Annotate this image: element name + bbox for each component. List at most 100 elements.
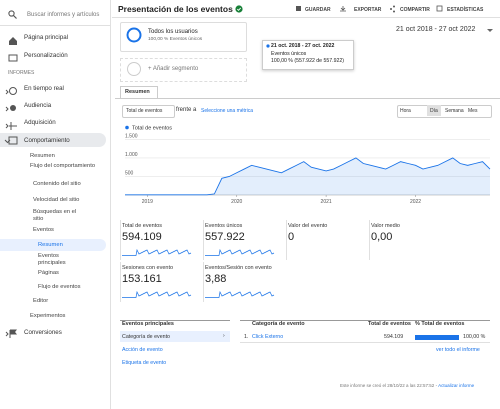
nav-item[interactable]: Personalización bbox=[24, 52, 68, 59]
nav-subitem[interactable]: Flujo del comportamiento bbox=[30, 163, 96, 169]
sparkline bbox=[205, 248, 275, 256]
nav-item[interactable]: Comportamiento bbox=[24, 137, 70, 144]
nav-subitem[interactable]: Contenido del sitio bbox=[33, 181, 81, 187]
selected-dimension-bg bbox=[120, 331, 230, 342]
granularity-active bbox=[427, 105, 441, 116]
active-section-bg bbox=[0, 133, 106, 147]
add-segment-circle bbox=[127, 62, 141, 76]
segment-detail: 100,00 % Eventos únicos bbox=[148, 37, 203, 42]
column-header: Categoría de evento bbox=[252, 321, 305, 327]
insights-button[interactable]: ESTADÍSTICAS bbox=[447, 7, 484, 13]
column-header: % Total de eventos bbox=[415, 321, 465, 327]
segment-card[interactable] bbox=[120, 22, 247, 52]
verified-icon bbox=[235, 5, 243, 13]
dropdown-arrow bbox=[487, 29, 493, 32]
scorecard-label: Eventos/Sesión con evento bbox=[205, 265, 272, 271]
dimension-option[interactable]: Etiqueta de evento bbox=[122, 360, 167, 366]
scorecard bbox=[203, 262, 282, 302]
tab-label[interactable]: Resumen bbox=[125, 89, 150, 95]
tooltip-value: 100,00 % (557.922 de 557.922) bbox=[271, 58, 344, 64]
scorecard-label: Valor del evento bbox=[288, 223, 328, 229]
tooltip-dot bbox=[266, 44, 270, 48]
nav-item[interactable]: Conversiones bbox=[24, 329, 62, 336]
nav-item[interactable]: Audiencia bbox=[24, 102, 52, 109]
scorecard bbox=[120, 220, 199, 260]
legend-marker bbox=[125, 125, 129, 130]
export-button[interactable]: EXPORTAR bbox=[354, 7, 382, 13]
date-range[interactable]: 21 oct 2018 - 27 oct 2022 bbox=[396, 26, 476, 33]
add-segment[interactable]: + Añadir segmento bbox=[148, 66, 199, 72]
dimension-option[interactable]: Acción de evento bbox=[122, 347, 163, 353]
metric-select[interactable] bbox=[122, 105, 175, 118]
scorecard bbox=[120, 262, 199, 302]
metric-select-label[interactable]: Total de eventos bbox=[126, 108, 163, 114]
sparkline bbox=[205, 290, 275, 298]
nav-subitem[interactable]: Eventos bbox=[33, 227, 54, 233]
nav-section: INFORMES bbox=[8, 70, 35, 76]
nav-icons bbox=[4, 37, 18, 338]
segment-circle bbox=[126, 27, 142, 43]
tab[interactable] bbox=[120, 86, 158, 99]
nav-subitem[interactable]: Eventos principales bbox=[38, 253, 66, 266]
scorecard-value: 557.922 bbox=[205, 231, 245, 243]
tooltip-metric: Eventos únicos bbox=[271, 51, 307, 57]
x-tick-label: 2022 bbox=[410, 199, 421, 205]
row-label[interactable]: Click Externo bbox=[252, 334, 284, 340]
share-button[interactable]: COMPARTIR bbox=[400, 7, 430, 13]
scorecard bbox=[203, 220, 282, 260]
nav-subitem[interactable]: Editor bbox=[33, 298, 49, 304]
granularity-button[interactable]: Mes bbox=[468, 108, 478, 114]
x-tick-label: 2020 bbox=[231, 199, 242, 205]
dimension-option[interactable]: Categoría de evento bbox=[122, 334, 171, 340]
add-segment-card[interactable] bbox=[120, 58, 247, 82]
chevron: › bbox=[223, 333, 225, 339]
nav-item[interactable]: En tiempo real bbox=[24, 85, 64, 92]
select-metric-link[interactable]: Seleccione una métrica bbox=[201, 108, 253, 114]
row-percent: 100,00 % bbox=[463, 334, 486, 340]
nav-subitem[interactable]: Búsquedas en el sitio bbox=[33, 209, 77, 222]
granularity-button[interactable]: Hora bbox=[400, 108, 411, 114]
row-line bbox=[240, 342, 490, 343]
nav-item[interactable]: Página principal bbox=[24, 34, 69, 41]
top-events-title: Eventos principales bbox=[122, 321, 174, 327]
granularity-group bbox=[397, 105, 492, 118]
area bbox=[125, 157, 490, 195]
nav-subitem[interactable]: Resumen bbox=[30, 153, 55, 159]
tooltip-date: 21 oct. 2018 - 27 oct. 2022 bbox=[271, 43, 335, 49]
nav-subitem[interactable]: Páginas bbox=[38, 270, 59, 276]
granularity-button[interactable]: Semana bbox=[445, 108, 464, 114]
search-input[interactable]: Buscar informes y artículos bbox=[27, 12, 100, 18]
nav-subitem[interactable]: Flujo de eventos bbox=[38, 284, 81, 290]
sparkline bbox=[122, 248, 192, 256]
scorecard-label: Valor medio bbox=[371, 223, 400, 229]
sparkline-path bbox=[205, 248, 275, 256]
nav-subitem[interactable]: Experimentos bbox=[30, 313, 66, 319]
legend-label: Total de eventos bbox=[132, 126, 172, 132]
scorecard bbox=[286, 220, 365, 260]
active-item-bg bbox=[0, 239, 106, 251]
scorecard-value: 153.161 bbox=[122, 273, 162, 285]
scorecard-label: Sesiones con evento bbox=[122, 265, 174, 271]
full-report-link[interactable]: ver todo el informe bbox=[436, 347, 480, 353]
scorecard-label: Eventos únicos bbox=[205, 223, 243, 229]
line bbox=[125, 157, 491, 196]
scorecard-value: 0,00 bbox=[371, 231, 393, 243]
top-events-header bbox=[120, 320, 230, 321]
sparkline-path bbox=[122, 290, 192, 298]
scorecard-value: 3,88 bbox=[205, 273, 227, 285]
save-button[interactable]: GUARDAR bbox=[305, 7, 331, 13]
nav-item[interactable]: Adquisición bbox=[24, 119, 56, 126]
refresh-link[interactable]: Actualizar informe bbox=[438, 383, 475, 388]
y-tick-label: 1.500 bbox=[125, 133, 138, 139]
scorecard bbox=[369, 220, 448, 260]
divider bbox=[112, 17, 500, 18]
nav-subitem[interactable]: Resumen bbox=[38, 242, 63, 248]
row-index: 1. bbox=[244, 334, 249, 340]
nav-subitem[interactable]: Velocidad del sitio bbox=[33, 197, 80, 203]
page-title: Presentación de los eventos bbox=[118, 4, 233, 14]
granularity-button[interactable]: Día bbox=[430, 108, 438, 114]
scorecard-value: 594.109 bbox=[122, 231, 162, 243]
search-icon bbox=[8, 10, 17, 19]
y-tick-label: 500 bbox=[125, 170, 134, 176]
